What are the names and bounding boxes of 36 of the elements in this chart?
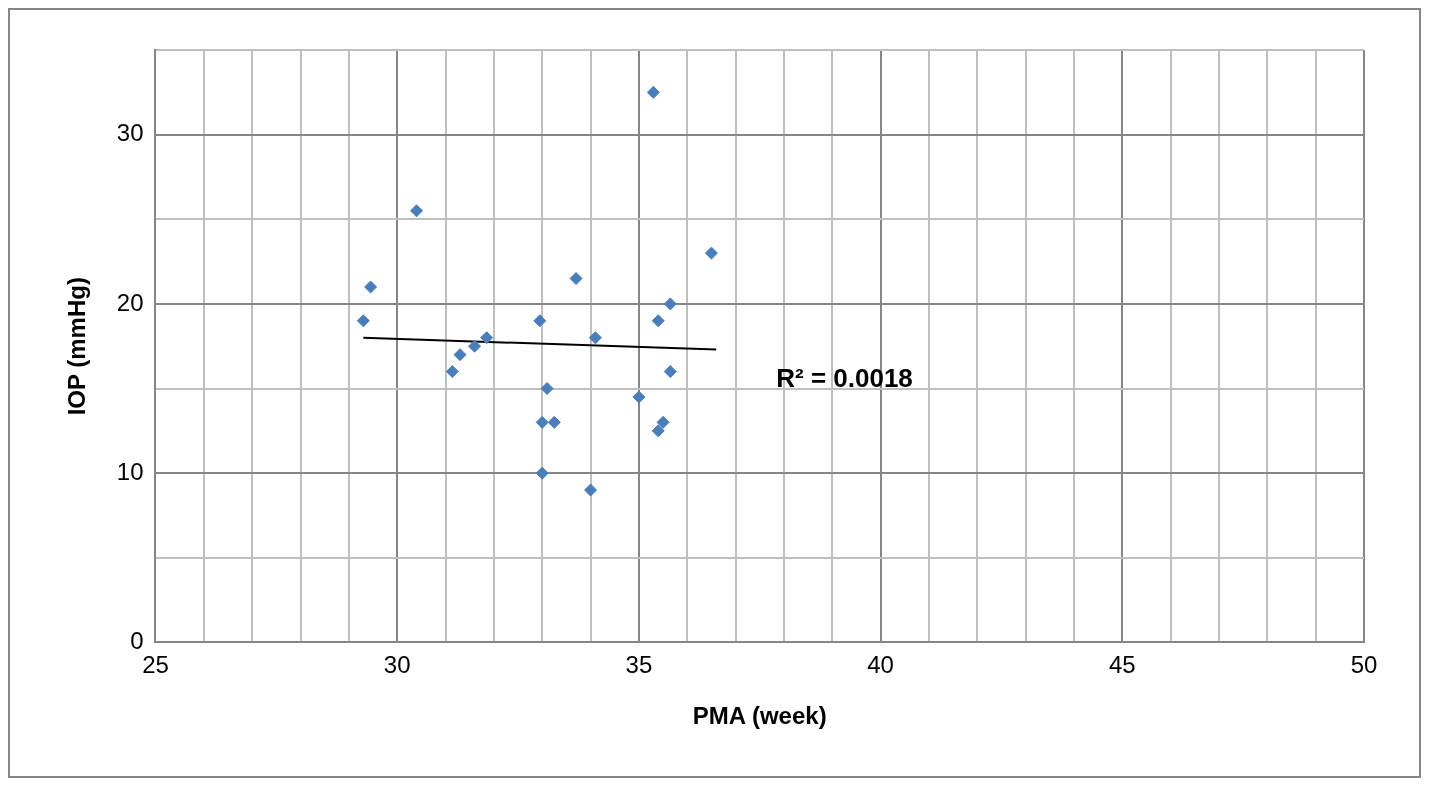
point xyxy=(646,85,660,99)
y-axis-title: IOP (mmHg) xyxy=(63,277,91,416)
x-tick-label: 25 xyxy=(142,651,169,679)
point xyxy=(364,280,378,294)
y-tick-label: 30 xyxy=(116,119,144,147)
point xyxy=(584,483,598,497)
x-tick-label: 45 xyxy=(1108,651,1136,679)
annotation: R² = 0.0018 xyxy=(776,362,913,393)
point xyxy=(540,382,554,396)
point xyxy=(533,314,547,328)
x-axis-title: PMA (week) xyxy=(692,702,827,730)
y-tick-label: 10 xyxy=(116,457,144,485)
point xyxy=(656,415,670,429)
x-tick-label: 35 xyxy=(625,651,653,679)
point xyxy=(651,314,665,328)
x-tick-label: 30 xyxy=(383,651,411,679)
point xyxy=(632,390,646,404)
point xyxy=(480,331,494,345)
point xyxy=(535,415,549,429)
point xyxy=(663,297,677,311)
point xyxy=(410,204,424,218)
point xyxy=(651,424,665,438)
point xyxy=(445,365,459,379)
x-tick-label: 40 xyxy=(867,651,894,679)
x-tick-label: 50 xyxy=(1350,651,1378,679)
point xyxy=(535,466,549,480)
point xyxy=(588,331,602,345)
point xyxy=(663,365,677,379)
y-tick-label: 0 xyxy=(130,627,144,655)
y-tick-label: 20 xyxy=(116,288,144,316)
point xyxy=(704,246,718,260)
point xyxy=(569,272,583,285)
point xyxy=(547,415,561,429)
point xyxy=(453,348,467,362)
point xyxy=(356,314,370,328)
point xyxy=(468,339,482,353)
